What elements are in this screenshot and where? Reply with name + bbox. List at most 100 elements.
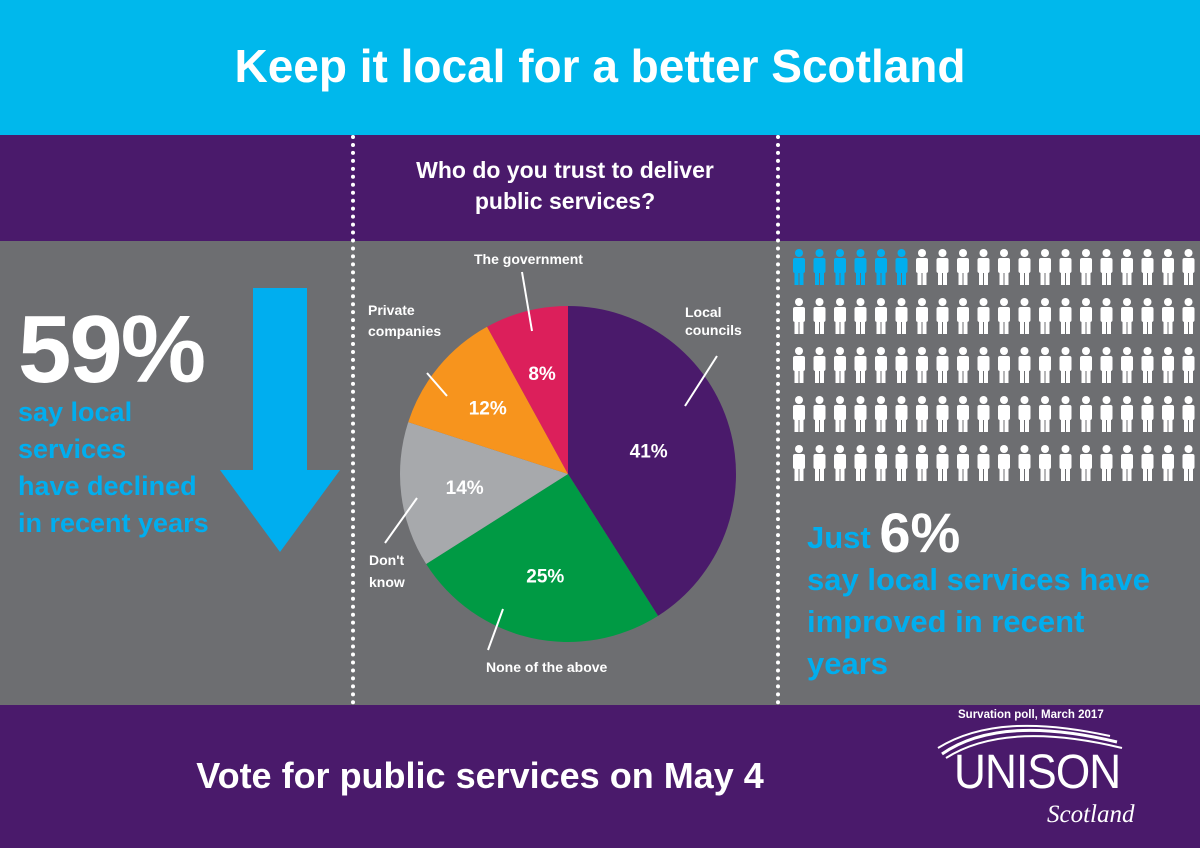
person-icon xyxy=(1141,347,1154,383)
person-icon xyxy=(895,445,908,481)
category-label: The government xyxy=(474,251,583,267)
declined-stat: 59% xyxy=(18,296,206,403)
person-icon xyxy=(1039,347,1051,383)
person-icon xyxy=(793,249,805,285)
improved-stat: 6% xyxy=(879,501,961,564)
footer-band xyxy=(0,705,1200,848)
caption-line: services xyxy=(18,434,127,464)
person-icon xyxy=(957,249,969,285)
person-icon xyxy=(875,298,887,334)
person-icon xyxy=(1162,445,1174,481)
person-icon xyxy=(936,298,949,334)
leader-line xyxy=(426,372,448,397)
person-icon xyxy=(1039,249,1051,285)
person-icon xyxy=(1182,445,1195,481)
logo-subtitle: Scotland xyxy=(1047,801,1135,828)
person-icon xyxy=(1039,396,1051,432)
right-divider xyxy=(776,135,780,705)
person-icon xyxy=(813,396,826,432)
person-icon xyxy=(1182,298,1195,334)
person-icon xyxy=(1141,396,1154,432)
person-icon xyxy=(1080,347,1092,383)
person-icon xyxy=(1080,249,1092,285)
person-icon xyxy=(1080,445,1092,481)
person-icon xyxy=(1182,347,1195,383)
person-icon xyxy=(1162,298,1174,334)
person-icon xyxy=(895,347,908,383)
person-icon xyxy=(1100,396,1113,432)
person-icon xyxy=(895,396,908,432)
pie-slice xyxy=(400,422,568,565)
person-icon xyxy=(854,445,867,481)
person-icon xyxy=(1141,445,1154,481)
person-icon xyxy=(977,249,990,285)
person-icon xyxy=(1059,347,1072,383)
person-icon xyxy=(957,298,969,334)
person-icon xyxy=(1162,396,1174,432)
person-icon xyxy=(1018,249,1031,285)
person-icon xyxy=(998,396,1010,432)
person-icon xyxy=(957,347,969,383)
person-icon xyxy=(1121,347,1133,383)
declined-caption: say local services have declined in rece… xyxy=(18,394,248,542)
person-icon xyxy=(793,298,805,334)
person-icon xyxy=(977,347,990,383)
person-icon xyxy=(1121,445,1133,481)
source-note: Survation poll, March 2017 xyxy=(958,709,1104,721)
person-icon xyxy=(813,249,826,285)
person-icon xyxy=(998,298,1010,334)
person-icon xyxy=(977,396,990,432)
person-icon xyxy=(1018,396,1031,432)
person-icon xyxy=(1100,249,1113,285)
person-icon xyxy=(895,298,908,334)
person-icon xyxy=(1018,347,1031,383)
person-icon xyxy=(998,249,1010,285)
slice-value-label: 14% xyxy=(446,478,484,499)
improved-stat-block: Just 6% say local services have improved… xyxy=(807,505,1187,685)
person-icon xyxy=(854,396,867,432)
person-icon xyxy=(1080,396,1092,432)
leader-line xyxy=(684,355,718,407)
person-icon xyxy=(813,445,826,481)
person-icon xyxy=(1080,298,1092,334)
person-icon xyxy=(854,249,867,285)
person-icon xyxy=(1059,445,1072,481)
person-icon xyxy=(977,298,990,334)
chart-title-line: Who do you trust to deliver xyxy=(416,157,714,183)
person-icon xyxy=(854,298,867,334)
leader-line xyxy=(487,608,504,651)
person-icon xyxy=(895,249,908,285)
question-band xyxy=(0,135,1200,241)
category-label: Private companies xyxy=(368,302,441,339)
person-icon xyxy=(1141,298,1154,334)
person-icon xyxy=(1039,298,1051,334)
caption-line: say local services have xyxy=(807,562,1150,597)
person-icon xyxy=(1182,396,1195,432)
person-icon xyxy=(936,347,949,383)
improved-prefix: Just xyxy=(807,520,871,555)
person-icon xyxy=(1059,249,1072,285)
person-icon xyxy=(916,445,928,481)
person-icon xyxy=(813,298,826,334)
person-icon xyxy=(834,298,846,334)
person-icon xyxy=(957,396,969,432)
person-icon xyxy=(1039,445,1051,481)
person-icon xyxy=(916,249,928,285)
person-icon xyxy=(793,396,805,432)
category-label: Local councils xyxy=(685,304,742,338)
header-band xyxy=(0,0,1200,135)
person-icon xyxy=(1018,445,1031,481)
category-label: Don't know xyxy=(369,552,408,590)
pie-slice xyxy=(487,306,568,474)
leader-line xyxy=(521,271,533,332)
person-icon xyxy=(834,396,846,432)
category-label: None of the above xyxy=(486,659,608,675)
slice-value-label: 8% xyxy=(528,364,556,385)
person-icon xyxy=(936,445,949,481)
person-icon xyxy=(957,445,969,481)
logo-name: UNISON xyxy=(954,746,1121,799)
person-icon xyxy=(875,445,887,481)
person-icon xyxy=(1121,298,1133,334)
page-title: Keep it local for a better Scotland xyxy=(234,40,966,92)
